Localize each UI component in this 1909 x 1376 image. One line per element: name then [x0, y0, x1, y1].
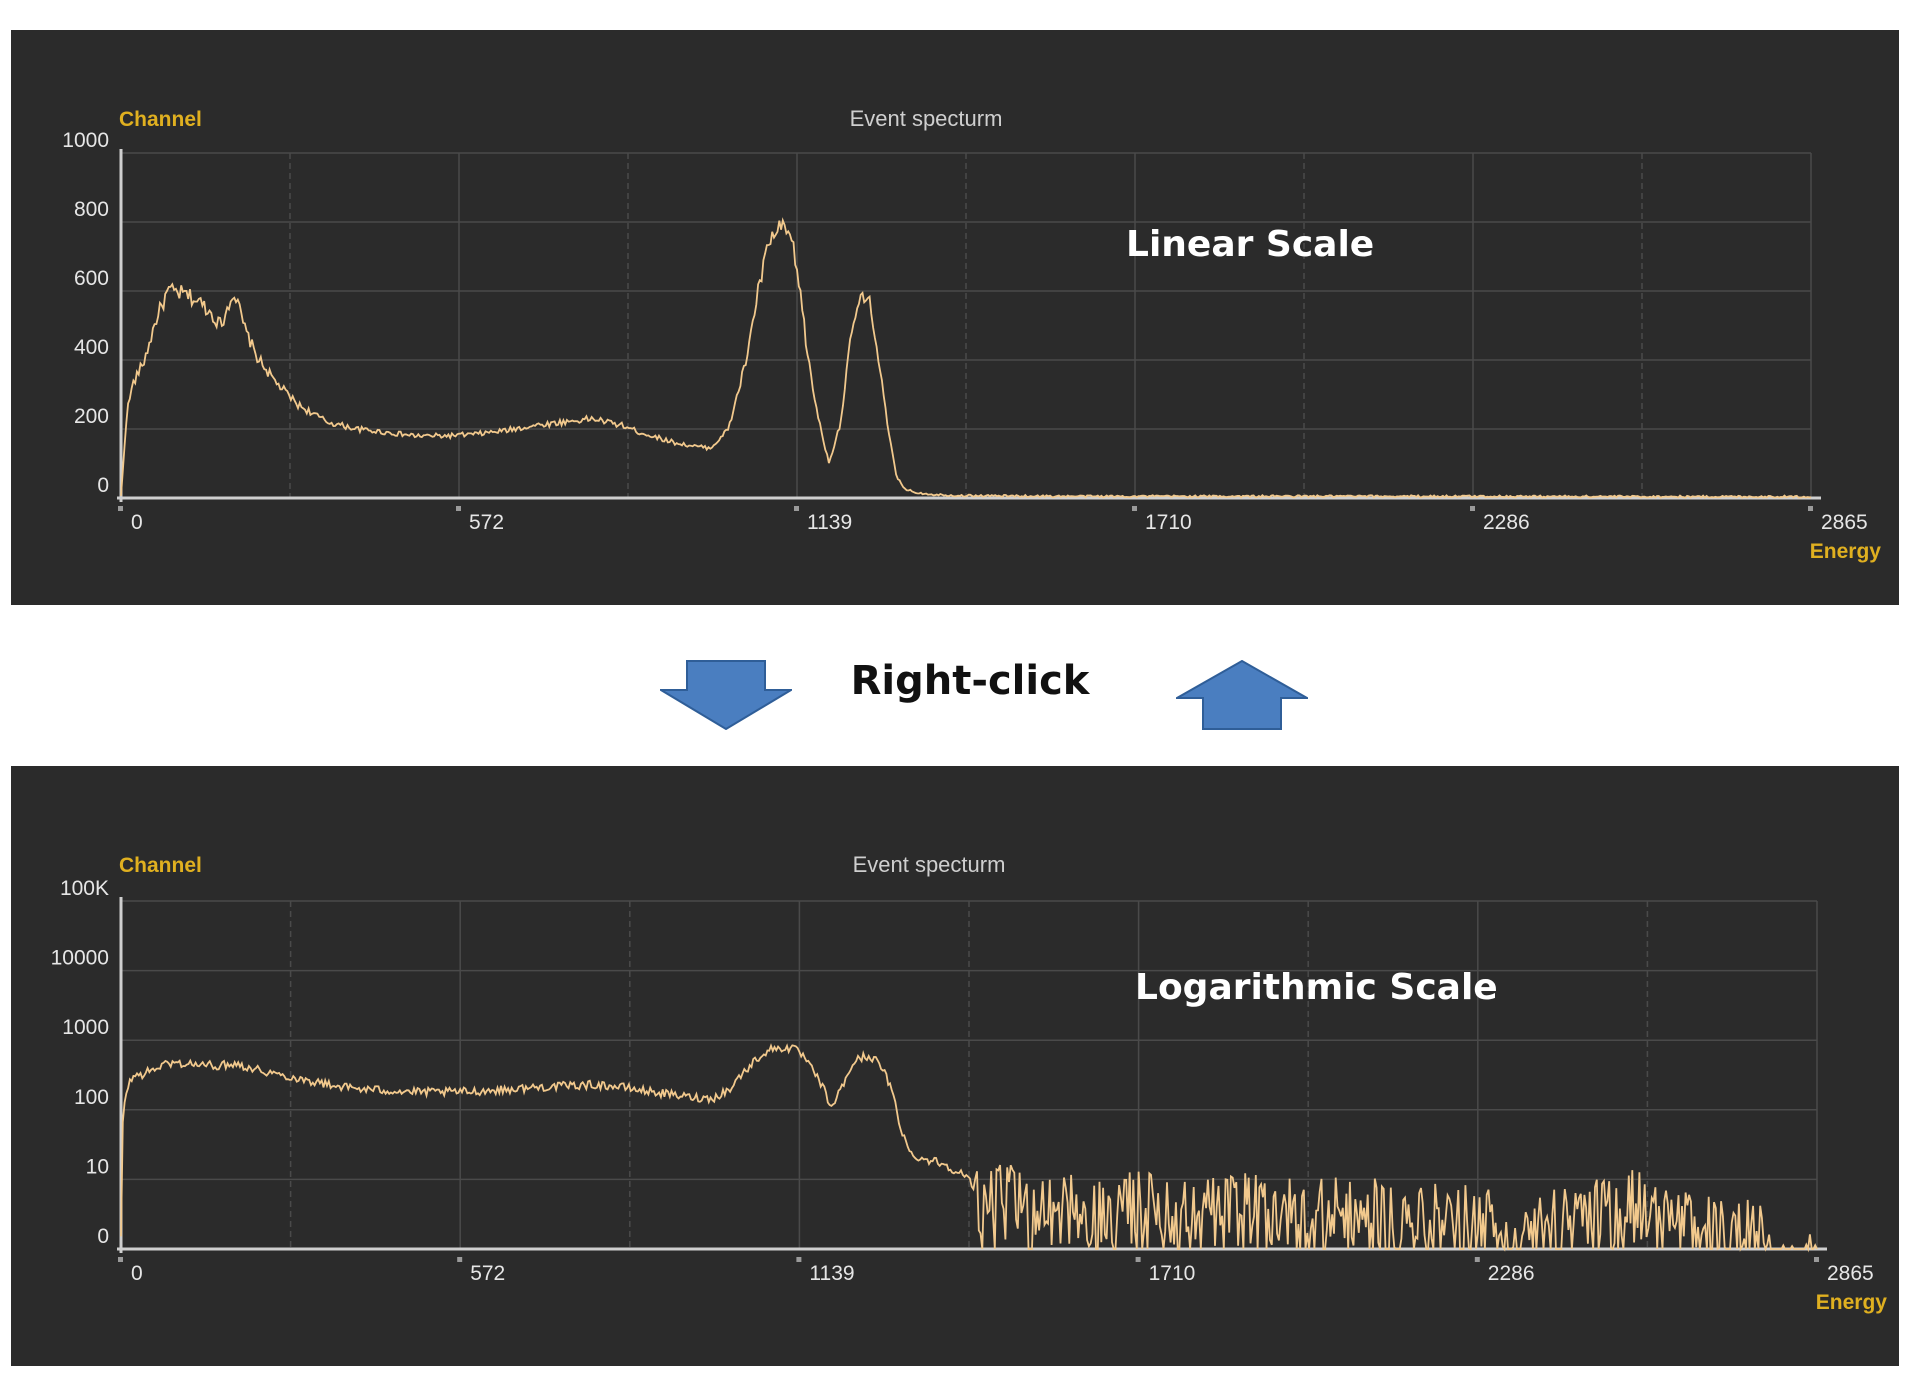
- x-tick-label: 1710: [1149, 1262, 1196, 1285]
- linear-chart-panel[interactable]: 0 200 400 600 800 1000 0 572 1139 1710 2286 2865 Eve…: [11, 30, 1899, 605]
- x-tick-label: 2865: [1827, 1262, 1874, 1285]
- x-tick-marker: [457, 1257, 463, 1262]
- y-tick-label: 100K: [60, 877, 109, 900]
- y-axis-title: Channel: [119, 108, 202, 131]
- x-tick-marker: [456, 506, 461, 511]
- x-tick-marker: [118, 506, 123, 511]
- grid: [120, 152, 1812, 499]
- log-chart-panel[interactable]: 0 10 100 1000 10000 100K 0 572 1139 1710 2286 2865 E…: [11, 766, 1899, 1366]
- x-axis-title: Energy: [1816, 1291, 1888, 1314]
- x-tick-label: 572: [470, 1262, 505, 1285]
- x-tick-label: 0: [131, 511, 143, 534]
- x-tick-marker: [794, 506, 799, 511]
- arrow-down-icon: [660, 660, 792, 730]
- x-tick-label: 1139: [809, 1262, 854, 1285]
- x-tick-label: 2286: [1488, 1262, 1535, 1285]
- y-tick-label: 1000: [62, 129, 109, 152]
- linear-chart: 0 200 400 600 800 1000 0 572 1139 1710 2286 2865 Eve…: [62, 106, 1882, 563]
- y-tick-label: 200: [74, 405, 109, 428]
- x-tick-marker: [1470, 506, 1475, 511]
- x-tick-label: 1139: [807, 511, 852, 534]
- log-chart: 0 10 100 1000 10000 100K 0 572 1139 1710 2286 2865 E…: [51, 852, 1888, 1314]
- y-tick-label: 10: [86, 1155, 109, 1178]
- y-tick-label: 0: [97, 474, 109, 497]
- x-tick-marker: [1808, 506, 1813, 511]
- y-tick-label: 600: [74, 267, 109, 290]
- x-tick-marker: [118, 1257, 123, 1262]
- y-tick-label: 100: [74, 1086, 109, 1109]
- chart-title: Event specturm: [850, 106, 1003, 131]
- y-tick-label: 1000: [62, 1016, 109, 1039]
- right-click-label: Right-click: [850, 658, 1090, 704]
- x-tick-label: 572: [469, 511, 504, 534]
- x-axis-title: Energy: [1810, 540, 1882, 563]
- arrow-up-icon: [1176, 660, 1308, 730]
- x-tick-marker: [1474, 1257, 1480, 1262]
- y-tick-label: 400: [74, 336, 109, 359]
- x-tick-marker: [1132, 506, 1137, 511]
- chart-title: Event specturm: [853, 852, 1006, 877]
- grid: [120, 900, 1818, 1250]
- scale-annotation: Logarithmic Scale: [1135, 967, 1498, 1008]
- y-axis-title: Channel: [119, 854, 202, 877]
- spectrum-line: [120, 1043, 1818, 1253]
- spectrum-line: [120, 217, 1811, 499]
- y-tick-label: 10000: [51, 947, 109, 970]
- x-tick-marker: [1135, 1257, 1141, 1262]
- y-tick-label: 800: [74, 198, 109, 221]
- x-tick-label: 1710: [1145, 511, 1192, 534]
- x-tick-marker: [1814, 1257, 1819, 1262]
- y-tick-label: 0: [97, 1225, 109, 1248]
- x-tick-label: 0: [131, 1262, 143, 1285]
- x-tick-label: 2286: [1483, 511, 1530, 534]
- scale-annotation: Linear Scale: [1126, 224, 1374, 265]
- x-tick-marker: [796, 1257, 802, 1262]
- x-tick-label: 2865: [1821, 511, 1868, 534]
